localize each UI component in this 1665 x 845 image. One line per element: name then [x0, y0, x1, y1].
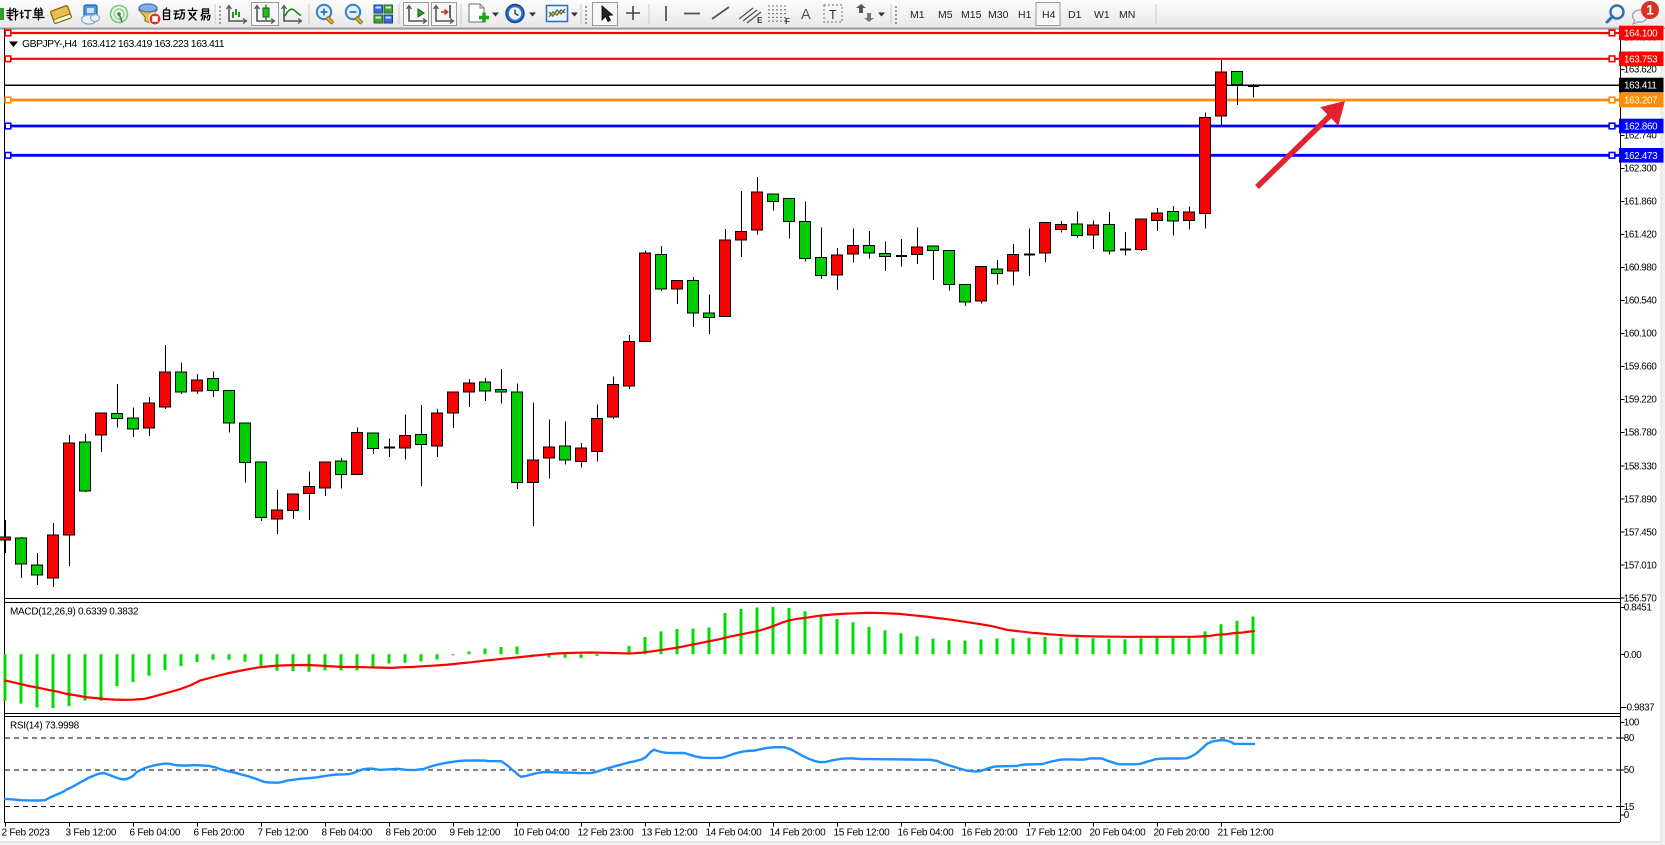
svg-text:160.980: 160.980	[1624, 263, 1658, 274]
svg-text:12 Feb 23:00: 12 Feb 23:00	[578, 828, 635, 839]
svg-text:3 Feb 12:00: 3 Feb 12:00	[66, 828, 117, 839]
svg-text:15 Feb 12:00: 15 Feb 12:00	[834, 828, 891, 839]
svg-text:156.570: 156.570	[1624, 593, 1658, 604]
svg-text:164.100: 164.100	[1624, 29, 1658, 40]
svg-text:163.620: 163.620	[1624, 65, 1658, 76]
svg-text:157.010: 157.010	[1624, 560, 1658, 571]
svg-text:163.411: 163.411	[1624, 81, 1657, 92]
svg-text:159.660: 159.660	[1624, 362, 1658, 373]
svg-text:0: 0	[1624, 810, 1630, 821]
svg-text:16 Feb 20:00: 16 Feb 20:00	[962, 828, 1019, 839]
svg-text:17 Feb 12:00: 17 Feb 12:00	[1026, 828, 1083, 839]
svg-text:6 Feb 04:00: 6 Feb 04:00	[130, 828, 181, 839]
svg-text:T: T	[829, 8, 837, 22]
svg-text:20 Feb 04:00: 20 Feb 04:00	[1090, 828, 1147, 839]
svg-text:M15: M15	[961, 9, 982, 21]
svg-text:80: 80	[1624, 733, 1635, 744]
svg-text:8 Feb 20:00: 8 Feb 20:00	[386, 828, 437, 839]
svg-text:162.300: 162.300	[1624, 164, 1658, 175]
svg-text:14 Feb 04:00: 14 Feb 04:00	[706, 828, 763, 839]
svg-text:2 Feb 2023: 2 Feb 2023	[2, 828, 51, 839]
svg-text:H4: H4	[1042, 9, 1056, 21]
svg-text:159.220: 159.220	[1624, 395, 1658, 406]
svg-text:MACD(12,26,9) 0.6339 0.3832: MACD(12,26,9) 0.6339 0.3832	[10, 607, 139, 618]
svg-text:E: E	[757, 16, 763, 25]
svg-text:162.473: 162.473	[1624, 151, 1658, 162]
svg-text:15: 15	[1624, 802, 1635, 813]
svg-text:W1: W1	[1094, 9, 1110, 21]
svg-text:21 Feb 12:00: 21 Feb 12:00	[1218, 828, 1275, 839]
svg-text:M1: M1	[910, 9, 925, 21]
svg-text:160.100: 160.100	[1624, 329, 1658, 340]
svg-text:160.540: 160.540	[1624, 296, 1658, 307]
svg-text:163.207: 163.207	[1624, 96, 1657, 107]
svg-text:158.330: 158.330	[1624, 461, 1658, 472]
svg-text:M5: M5	[938, 9, 953, 21]
svg-text:13 Feb 12:00: 13 Feb 12:00	[642, 828, 699, 839]
svg-text:157.450: 157.450	[1624, 527, 1658, 538]
svg-text:163.753: 163.753	[1624, 54, 1658, 65]
svg-text:162.740: 162.740	[1624, 131, 1658, 142]
svg-text:1: 1	[1646, 3, 1654, 18]
svg-text:0.8451: 0.8451	[1624, 603, 1652, 614]
svg-text:-0.9837: -0.9837	[1624, 702, 1654, 713]
svg-text:M30: M30	[988, 9, 1009, 21]
svg-text:162.860: 162.860	[1624, 122, 1658, 133]
svg-text:10 Feb 04:00: 10 Feb 04:00	[514, 828, 571, 839]
svg-text:16 Feb 04:00: 16 Feb 04:00	[898, 828, 955, 839]
svg-text:0.00: 0.00	[1624, 650, 1642, 661]
svg-text:8 Feb 04:00: 8 Feb 04:00	[322, 828, 373, 839]
svg-text:A: A	[801, 7, 811, 23]
svg-text:14 Feb 20:00: 14 Feb 20:00	[770, 828, 827, 839]
svg-text:RSI(14) 73.9998: RSI(14) 73.9998	[10, 721, 80, 732]
svg-text:MN: MN	[1119, 9, 1135, 21]
svg-text:20 Feb 20:00: 20 Feb 20:00	[1154, 828, 1211, 839]
svg-text:GBPJPY-,H4 163.412 163.419 16: GBPJPY-,H4 163.412 163.419 163.223 163.4…	[22, 39, 225, 50]
svg-text:F: F	[785, 17, 790, 26]
svg-text:D1: D1	[1068, 9, 1082, 21]
svg-text:H1: H1	[1018, 9, 1032, 21]
svg-text:100: 100	[1624, 718, 1640, 729]
svg-text:157.890: 157.890	[1624, 494, 1658, 505]
svg-text:158.780: 158.780	[1624, 428, 1658, 439]
svg-text:6 Feb 20:00: 6 Feb 20:00	[194, 828, 245, 839]
svg-text:161.860: 161.860	[1624, 197, 1658, 208]
svg-text:9 Feb 12:00: 9 Feb 12:00	[450, 828, 501, 839]
svg-text:50: 50	[1624, 765, 1635, 776]
svg-text:7 Feb 12:00: 7 Feb 12:00	[258, 828, 309, 839]
svg-text:161.420: 161.420	[1624, 230, 1658, 241]
